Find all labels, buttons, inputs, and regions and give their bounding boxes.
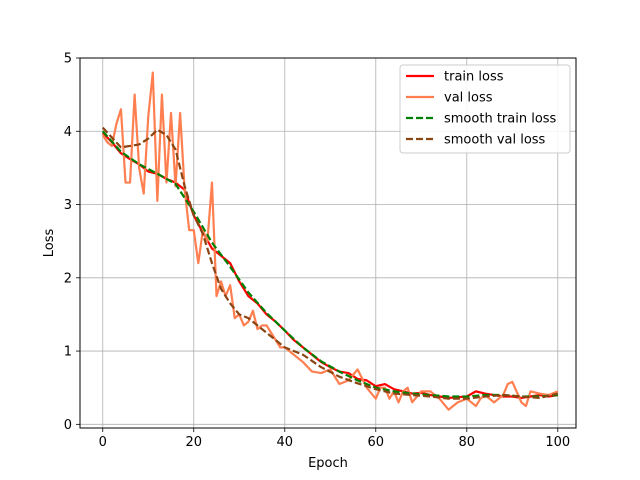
y-tick-label: 4 [64,125,72,140]
legend-item: smooth val loss [406,133,546,148]
series-layer [101,71,559,411]
x-tick-label: 20 [185,435,202,450]
series-2 [101,130,558,398]
x-tick-label: 40 [276,435,293,450]
ticks: 0 20 40 60 80 100 0 1 2 3 4 5 [64,52,570,451]
legend-box [399,64,571,154]
x-tick-label: 60 [368,435,385,450]
y-tick-label: 3 [64,198,72,213]
y-axis-title: Loss [42,229,57,258]
legend-label: train loss [444,70,504,85]
legend-label: smooth train loss [444,112,557,127]
y-tick-label: 2 [64,271,72,286]
legend-label: smooth val loss [444,133,546,148]
y-tick-label: 1 [64,345,72,360]
legend: train loss val loss smooth train loss smoot… [399,64,571,154]
legend-item: smooth train loss [406,112,557,127]
x-tick-label: 100 [545,435,570,450]
y-tick-label: 5 [64,52,72,67]
legend-item: val loss [406,91,493,106]
axes-frame [79,57,577,429]
x-tick-label: 0 [99,435,107,450]
series-1 [101,71,559,411]
x-axis-title: Epoch [308,456,348,471]
x-tick-label: 80 [459,435,476,450]
series-3 [101,126,559,400]
series-line-smooth-train-loss [101,130,558,398]
legend-item: train loss [406,70,504,85]
series-line-val-loss [101,71,559,411]
series-line-smooth-val-loss [101,126,559,400]
legend-label: val loss [444,91,493,106]
y-tick-label: 0 [64,418,72,433]
